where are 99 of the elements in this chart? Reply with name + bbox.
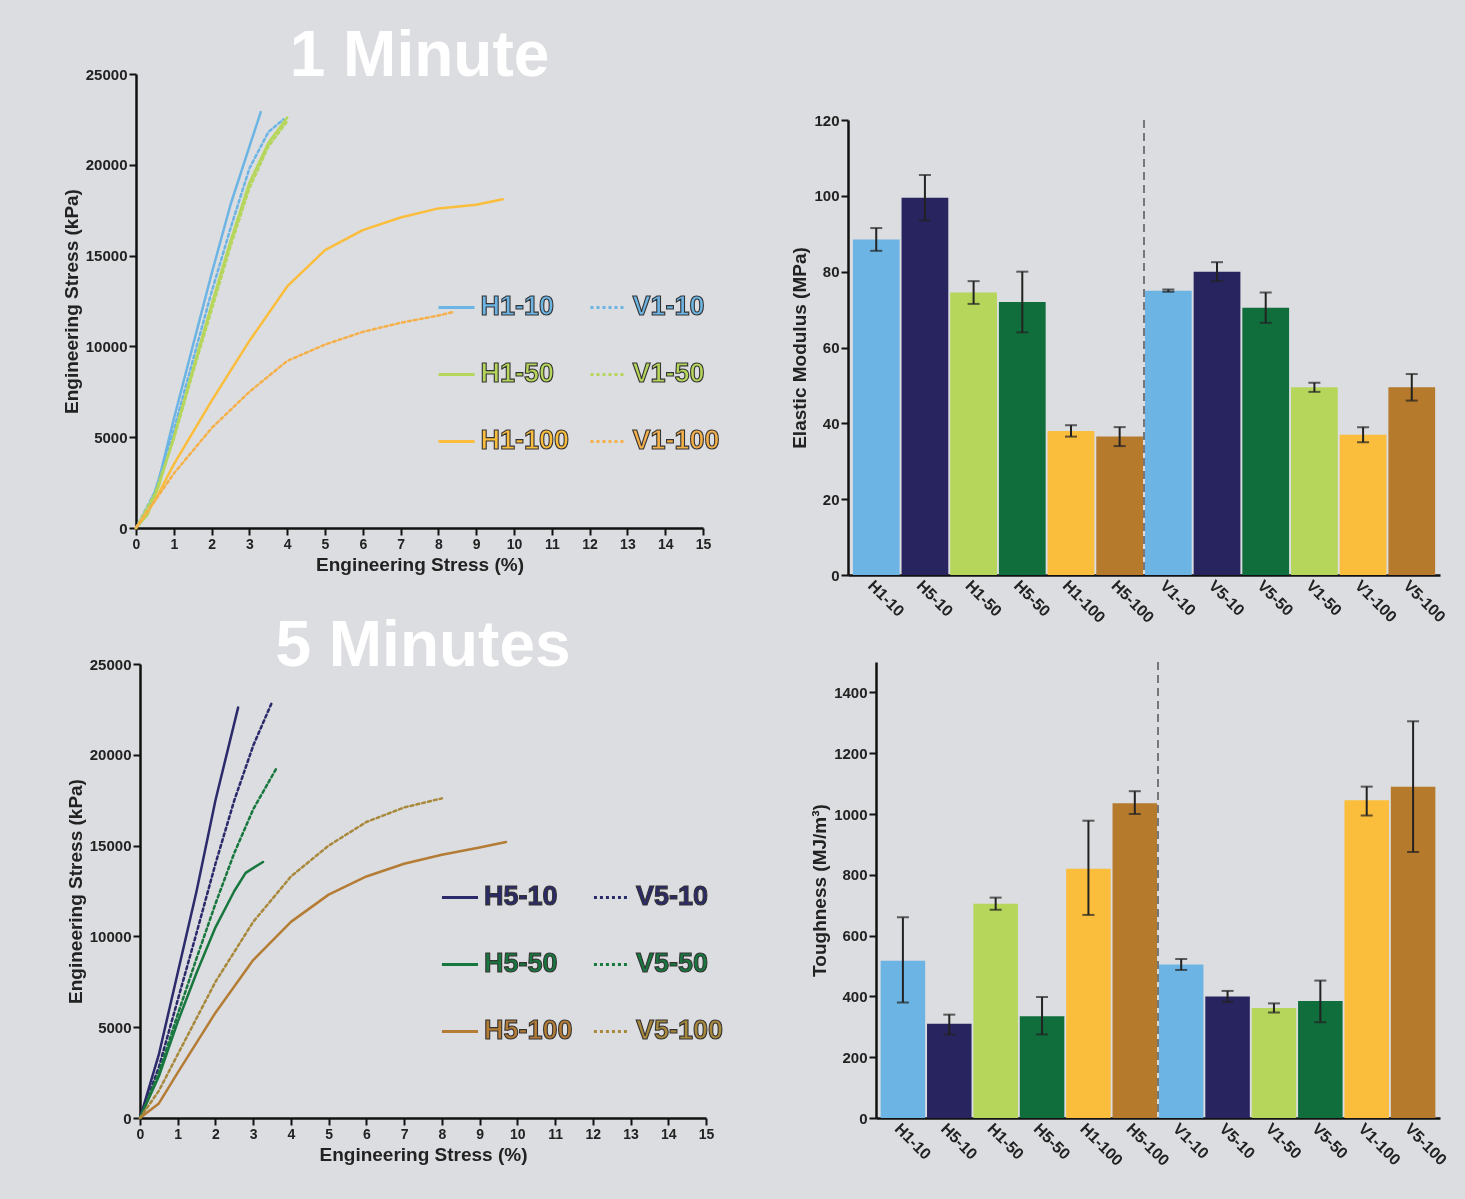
- y-tick-label: 100: [814, 187, 840, 205]
- y-tick-label: 600: [842, 927, 868, 945]
- x-tick-label: 11: [548, 1125, 564, 1142]
- y-tick-label: 20: [822, 490, 840, 508]
- x-tick-label: 6: [363, 1125, 371, 1142]
- bar: [880, 960, 926, 1118]
- y-axis-title: Toughness (MJ/m³): [809, 804, 831, 977]
- x-tick-label: 8: [438, 1125, 447, 1142]
- x-tick-label: 12: [585, 1125, 602, 1142]
- bar: [1291, 387, 1338, 575]
- x-tick-label: 14: [660, 1125, 677, 1142]
- y-tick-label: 10000: [89, 927, 132, 945]
- y-tick-label: 0: [119, 519, 128, 537]
- x-tick-label: 4: [287, 1125, 296, 1142]
- y-tick-label: 1000: [834, 805, 868, 823]
- y-tick-label: 1400: [834, 683, 868, 701]
- y-tick-label: 20000: [85, 156, 128, 174]
- bar: [998, 302, 1046, 575]
- x-tick-label: 5: [325, 1125, 334, 1142]
- bar: [1112, 803, 1158, 1118]
- bar: [1242, 307, 1290, 575]
- y-tick-label: 120: [814, 111, 840, 129]
- legend-label: H1-50: [480, 358, 555, 389]
- x-tick-label: 13: [620, 535, 636, 552]
- bar: [1144, 290, 1192, 575]
- y-tick-label: 40: [822, 414, 840, 432]
- legend-label: V5-100: [635, 1015, 724, 1046]
- y-axis-title: Engineering Stress (kPa): [64, 779, 86, 1004]
- bar: [901, 197, 949, 575]
- x-tick-label: 11: [544, 535, 560, 552]
- x-tick-label: 13: [623, 1125, 640, 1142]
- x-tick-label: 2: [212, 1125, 221, 1142]
- bar: [1066, 868, 1111, 1118]
- bar: [1193, 271, 1241, 575]
- x-tick-label: 7: [397, 535, 406, 552]
- x-tick-label: 5: [321, 535, 330, 552]
- bar: [1251, 1007, 1297, 1118]
- y-tick-label: 15000: [85, 247, 128, 265]
- legend-label: H1-10: [480, 291, 555, 322]
- line-series: [134, 310, 455, 530]
- y-tick-label: 25000: [85, 65, 128, 83]
- bar: [1047, 430, 1095, 575]
- x-tick-label: 4: [283, 535, 292, 552]
- bar: [852, 239, 900, 575]
- bar: [1344, 800, 1389, 1118]
- x-tick-label: 2: [208, 535, 217, 552]
- bar: [1390, 786, 1436, 1118]
- y-tick-label: 5000: [94, 428, 128, 446]
- x-tick-label: 12: [582, 535, 599, 552]
- y-tick-label: 20000: [89, 746, 132, 764]
- x-tick-label: 6: [359, 535, 368, 552]
- legend-label: V1-50: [632, 358, 705, 389]
- bar: [1298, 1000, 1343, 1118]
- y-axis-title: Engineering Stress (kPa): [60, 189, 82, 414]
- bar: [1096, 436, 1144, 575]
- x-axis-title: Engineering Stress (%): [316, 553, 524, 575]
- line-series: [138, 797, 444, 1120]
- bar: [1158, 964, 1204, 1118]
- x-tick-label: 0: [136, 1125, 145, 1142]
- legend-label: H5-50: [483, 948, 558, 979]
- bar: [1388, 387, 1436, 575]
- x-tick-label: 3: [246, 535, 254, 552]
- legend-label: H5-100: [483, 1015, 573, 1046]
- y-tick-label: 10000: [85, 337, 128, 355]
- bar: [927, 1023, 972, 1118]
- legend-label: V5-10: [635, 881, 709, 912]
- bar: [1019, 1016, 1065, 1118]
- x-tick-label: 1: [174, 1125, 183, 1142]
- x-axis-title: Engineering Stress (%): [319, 1143, 528, 1165]
- legend-label: V5-50: [635, 948, 709, 979]
- x-tick-label: 10: [510, 1125, 526, 1142]
- y-axis-title: Elastic Modulus (MPa): [789, 247, 811, 449]
- x-tick-label: 15: [695, 535, 712, 552]
- y-tick-label: 800: [842, 866, 868, 884]
- x-tick-label: 9: [476, 1125, 485, 1142]
- y-tick-label: 5000: [98, 1018, 132, 1036]
- bar: [973, 903, 1018, 1118]
- x-tick-label: 10: [506, 535, 523, 552]
- legend-label: H5-10: [483, 881, 558, 912]
- x-tick-label: 8: [435, 535, 443, 552]
- x-tick-label: 3: [249, 1125, 258, 1142]
- y-tick-label: 15000: [89, 837, 132, 855]
- y-tick-label: 80: [822, 263, 840, 281]
- y-tick-label: 1200: [834, 744, 868, 762]
- x-tick-label: 14: [657, 535, 674, 552]
- legend-label: V1-10: [632, 291, 705, 322]
- x-tick-label: 15: [698, 1125, 715, 1142]
- bar: [1205, 996, 1250, 1118]
- y-tick-label: 60: [822, 339, 840, 356]
- x-tick-label: 9: [472, 535, 481, 552]
- x-tick-label: 7: [400, 1125, 409, 1142]
- y-tick-label: 400: [842, 987, 868, 1005]
- legend-label: H1-100: [480, 425, 570, 456]
- legend-label: V1-100: [632, 425, 720, 456]
- y-tick-label: 200: [842, 1048, 868, 1066]
- bar: [950, 292, 997, 575]
- y-tick-label: 25000: [89, 655, 132, 673]
- x-tick-label: 1: [170, 535, 179, 552]
- bar: [1339, 434, 1387, 575]
